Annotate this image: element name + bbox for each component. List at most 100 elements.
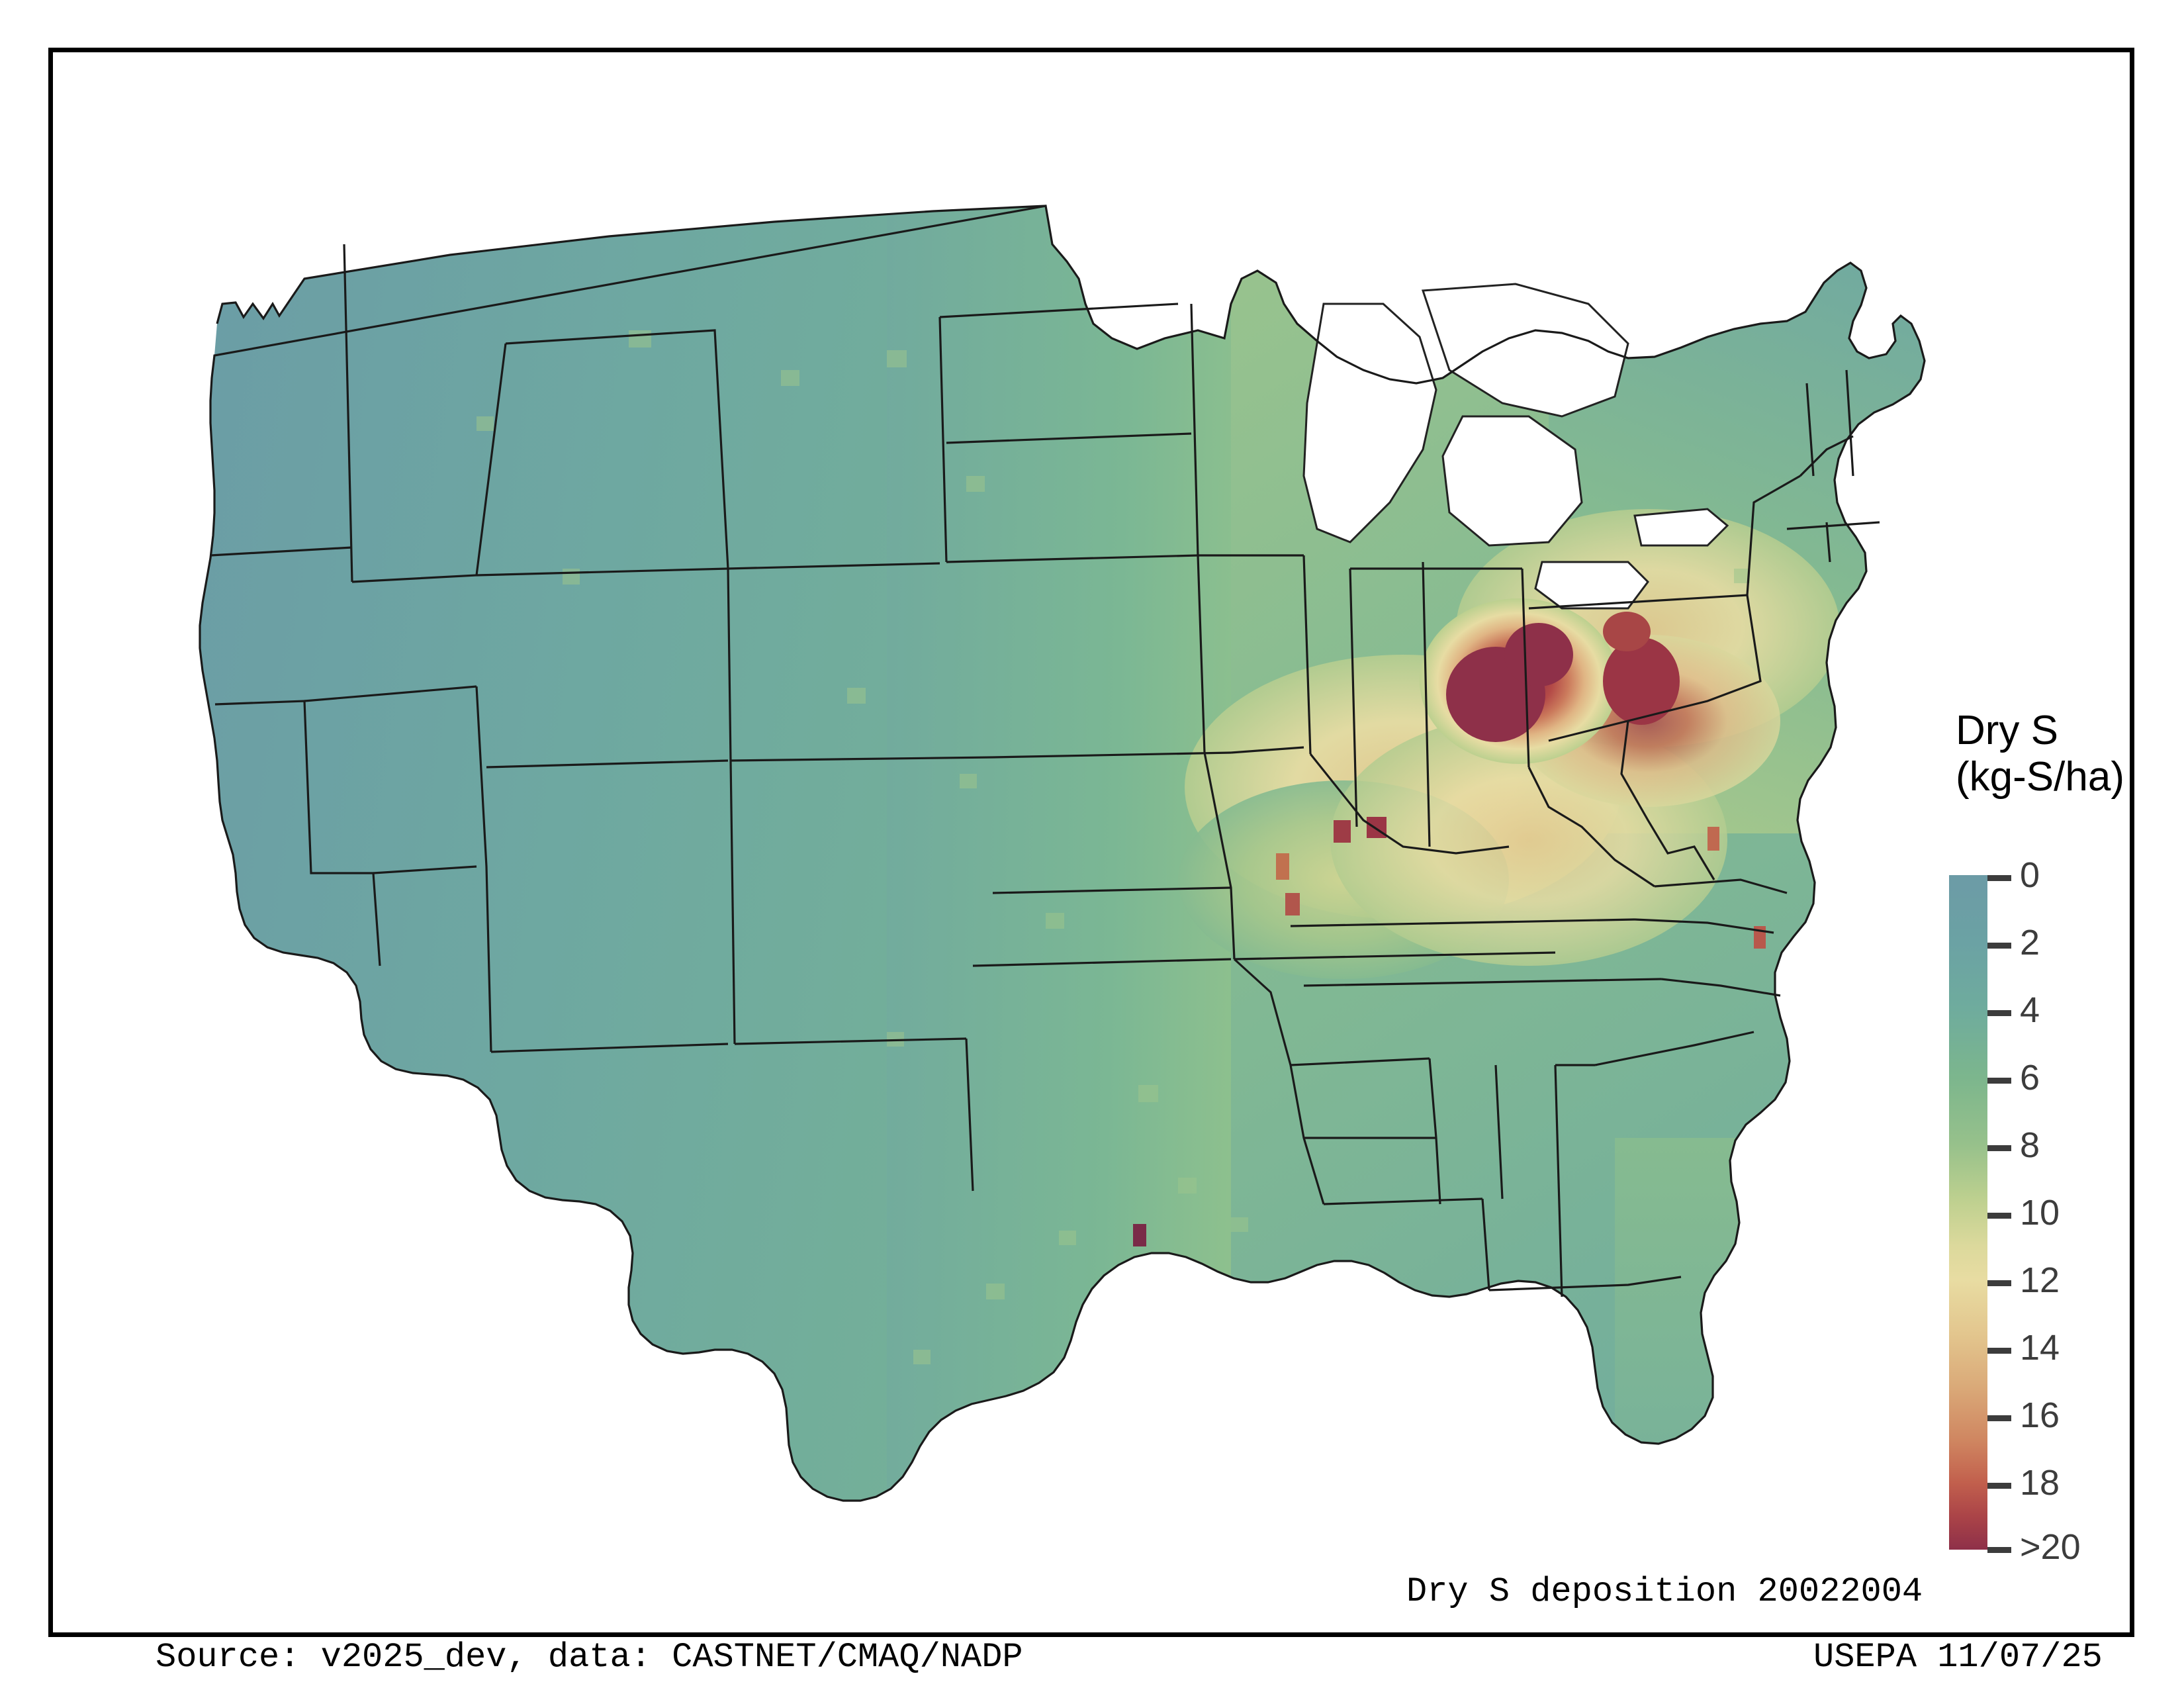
state-line-vt-nh <box>1805 383 1815 477</box>
state-line-fl-ga <box>1488 1276 1682 1291</box>
colorbar-gradient-bar <box>1949 875 1987 1550</box>
lake-superior <box>1421 283 1629 418</box>
state-line-wa-id <box>343 244 353 583</box>
colorbar-tick-20 <box>1987 1547 2011 1553</box>
state-line-oh-pa-wv <box>1521 568 1530 768</box>
state-line-az-nm <box>490 1043 729 1053</box>
state-line-wv-va <box>1620 720 1715 880</box>
point-source-virginia <box>1707 827 1719 851</box>
hotspot-pennsylvania-2 <box>1603 612 1651 651</box>
state-line-co-nm <box>729 760 736 1045</box>
colorbar-tick-6 <box>1987 1078 2011 1084</box>
state-line-sc-ga <box>1594 1031 1754 1066</box>
colorbar-label-8: 8 <box>2020 1125 2040 1165</box>
state-line-wa-or <box>210 546 353 557</box>
colorbar-label-2: 2 <box>2020 923 2040 962</box>
state-line-ms-al-2 <box>1481 1198 1490 1291</box>
colorbar-label-14: 14 <box>2020 1328 2060 1368</box>
great-lakes <box>1302 283 1729 610</box>
state-line-id-wy <box>476 567 729 577</box>
hotspot-ohio-valley-core2 <box>1504 623 1573 686</box>
colorbar-label-4: 4 <box>2020 990 2040 1030</box>
state-line-ok-tx <box>972 958 1232 967</box>
state-line-ar-la <box>1290 1057 1430 1066</box>
state-line-ms-al <box>1428 1058 1441 1205</box>
colorbar-label-6: 6 <box>2020 1058 2040 1098</box>
conus-outline <box>199 205 1926 1502</box>
state-line-ny-vt <box>1799 435 1854 477</box>
state-line-ct-ri <box>1825 522 1831 563</box>
state-line-wv <box>1527 767 1655 888</box>
colorbar-title-line1: Dry S <box>1956 708 2058 753</box>
colorbar-tick-18 <box>1987 1483 2011 1489</box>
state-line-pa-ny <box>1746 475 1801 596</box>
colorbar-tick-8 <box>1987 1145 2011 1151</box>
state-line-nh-me <box>1845 369 1854 477</box>
point-source-indiana-3 <box>1285 893 1300 915</box>
state-line-nd-sd <box>946 432 1192 444</box>
lake-erie <box>1534 561 1649 610</box>
state-line-va-md <box>1654 878 1788 894</box>
colorbar-tick-14 <box>1987 1348 2011 1354</box>
colorbar-block: Dry S (kg-S/ha) <box>1899 701 2184 1567</box>
source-credit: Source: v2025_dev, data: CASTNET/CMAQ/NA… <box>156 1638 1023 1677</box>
lake-huron <box>1441 415 1583 547</box>
point-source-indiana-4 <box>1276 853 1289 880</box>
colorbar-tick-4 <box>1987 1010 2011 1016</box>
state-line-nd-sd-mt <box>938 316 948 563</box>
state-line-ma-ct-ri <box>1786 521 1880 530</box>
colorbar-tick-16 <box>1987 1415 2011 1421</box>
state-line-nv-ut <box>373 865 477 874</box>
colorbar-svg <box>1949 875 1987 1550</box>
state-line-nd-canada <box>939 303 1179 318</box>
state-line-tn-ms-al-ga <box>1303 978 1662 987</box>
state-line-ks-ok <box>992 886 1232 894</box>
state-line-nm-tx <box>734 1037 967 1045</box>
colorbar-label-20: >20 <box>2020 1527 2081 1567</box>
state-line-in-oh <box>1422 561 1431 847</box>
state-line-va-nc <box>1634 918 1774 934</box>
map-subtitle: Dry S deposition 20022004 <box>1406 1572 1923 1611</box>
colorbar-tick-0 <box>1987 875 2011 881</box>
lake-michigan <box>1302 303 1437 543</box>
colorbar-label-18: 18 <box>2020 1463 2060 1503</box>
state-line-mo-ar <box>1234 951 1556 961</box>
state-line-or-ca-nv <box>214 700 381 966</box>
state-line-la-ms <box>1323 1197 1483 1205</box>
state-line-mt-wy <box>505 329 732 761</box>
colorbar-tick-10 <box>1987 1213 2011 1219</box>
colorbar-label-12: 12 <box>2020 1260 2060 1300</box>
political-boundaries <box>199 205 1926 1502</box>
point-source-texas-1 <box>1133 1224 1146 1246</box>
colorbar-label-16: 16 <box>2020 1395 2060 1435</box>
state-line-ky-tn <box>1290 918 1635 927</box>
agency-date: USEPA 11/07/25 <box>1813 1638 2103 1677</box>
state-line-sd-ne <box>946 554 1199 563</box>
state-line-nv-ut-2 <box>475 686 492 1053</box>
lake-ontario <box>1633 508 1729 547</box>
colorbar-tick-12 <box>1987 1280 2011 1286</box>
map-panel <box>106 105 1933 1555</box>
colorbar-tick-2 <box>1987 943 2011 949</box>
state-line-ut-co <box>486 759 729 769</box>
figure-frame: Dry S (kg-S/ha) <box>48 48 2134 1677</box>
deposition-map <box>106 105 1933 1555</box>
state-line-ia-il <box>1230 746 1304 754</box>
colorbar-title: Dry S (kg-S/ha) <box>1956 708 2181 800</box>
state-line-ia-il-2 <box>1302 555 1312 755</box>
northern-border-west <box>216 205 1046 324</box>
state-line-ia-mo <box>1203 752 1236 960</box>
state-line-wy-ne <box>727 562 940 570</box>
state-line-pa <box>1528 594 1762 742</box>
state-line-co-ks <box>730 756 993 762</box>
state-line-al-ga-2 <box>1554 1064 1563 1297</box>
state-line-il-in <box>1349 568 1358 827</box>
point-source-indiana-1 <box>1334 820 1351 843</box>
colorbar-label-0: 0 <box>2020 855 2040 895</box>
ohio-river <box>1309 753 1510 855</box>
colorbar-label-10: 10 <box>2020 1193 2060 1233</box>
colorbar-title-line2: (kg-S/ha) <box>1956 754 2124 800</box>
state-line-nm-tx-2 <box>965 1038 974 1192</box>
state-line-ne-ks <box>992 751 1232 759</box>
